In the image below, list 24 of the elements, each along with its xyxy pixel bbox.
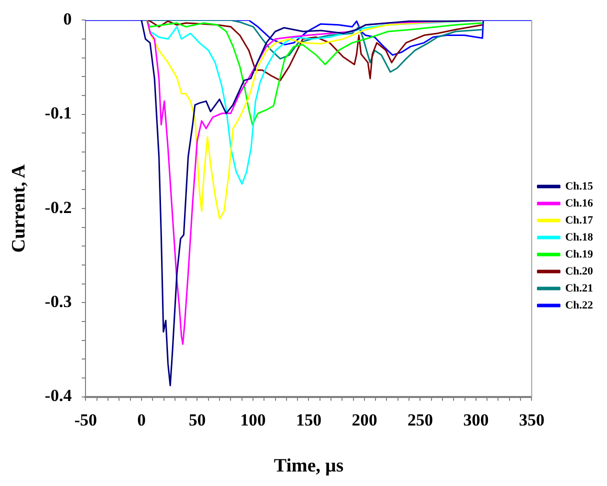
y-tick-label: 0 (63, 10, 72, 29)
y-tick-label: -0.3 (44, 292, 72, 312)
x-tick-label: 0 (137, 410, 146, 430)
x-tick-label: 250 (407, 410, 433, 430)
x-tick-label: 300 (463, 410, 489, 430)
legend-label: Ch.22 (565, 299, 594, 312)
legend-label: Ch.20 (565, 265, 594, 278)
legend-label: Ch.17 (565, 214, 594, 226)
x-tick-label: -50 (74, 410, 98, 430)
y-axis-title: Current, A (8, 164, 30, 253)
x-axis-title: Time, μs (274, 456, 344, 477)
y-tick-label: -0.2 (44, 198, 72, 217)
y-tick-label: -0.4 (44, 386, 72, 406)
legend-label: Ch.21 (565, 282, 593, 294)
x-tick-label: 100 (240, 410, 266, 430)
x-tick-label: 50 (188, 410, 206, 430)
x-tick-label: 350 (518, 410, 544, 430)
x-tick-label: 150 (296, 410, 322, 430)
legend-label: Ch.15 (565, 180, 594, 192)
x-tick-label: 200 (352, 410, 378, 430)
y-tick-label: -0.1 (44, 104, 72, 123)
legend-label: Ch.16 (565, 197, 594, 210)
legend-label: Ch.18 (565, 231, 594, 244)
legend-label: Ch.19 (565, 248, 594, 260)
